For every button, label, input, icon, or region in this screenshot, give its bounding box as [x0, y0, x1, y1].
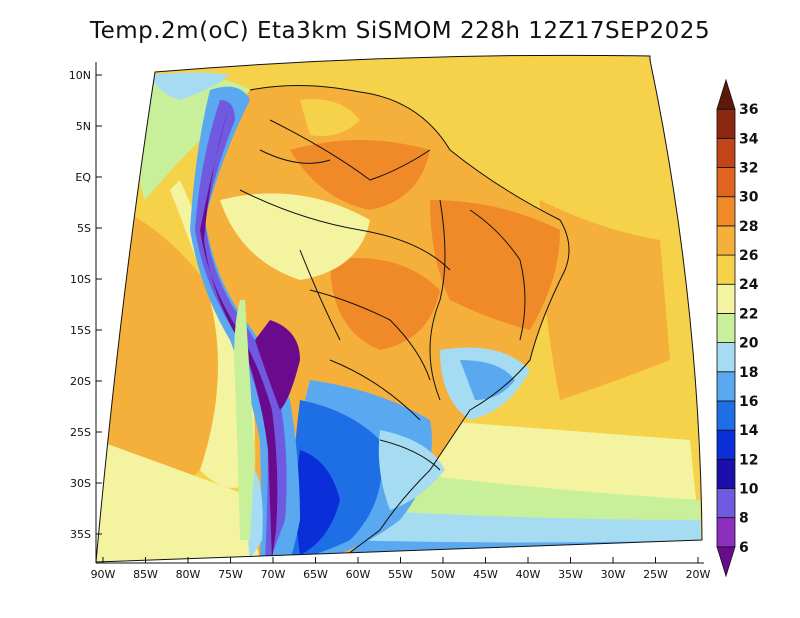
map-title: Temp.2m(oC) Eta3km SiSMOM 228h 12Z17SEP2… — [89, 18, 711, 44]
colorbar-label: 22 — [739, 306, 758, 322]
colorbar-segment — [716, 429, 736, 460]
colorbar-segment — [716, 458, 736, 489]
lon-label: 75W — [218, 568, 243, 581]
colorbar-label: 14 — [739, 423, 759, 439]
colorbar-segment — [716, 342, 736, 373]
colorbar-segment — [716, 400, 736, 431]
lat-label: 10S — [70, 273, 91, 286]
map-field — [96, 55, 702, 562]
lon-label: 35W — [558, 568, 583, 581]
colorbar-segment — [716, 137, 736, 168]
lon-label: 65W — [303, 568, 328, 581]
latitude-axis: 10N 5N EQ 5S 10S 15S 20S 25S 30S 35S — [69, 69, 102, 541]
lon-label: 50W — [431, 568, 456, 581]
colorbar-segment — [716, 78, 736, 110]
lon-label: 85W — [133, 568, 158, 581]
colorbar-label: 32 — [739, 161, 758, 177]
lat-label: 25S — [70, 426, 91, 439]
lat-label: 35S — [70, 528, 91, 541]
colorbar-segment — [716, 167, 736, 198]
colorbar-segment — [716, 546, 736, 578]
colorbar-label: 10 — [739, 481, 759, 497]
colorbar-label: 12 — [739, 452, 758, 468]
lat-label: 5N — [76, 120, 91, 133]
colorbar-segment — [716, 108, 736, 139]
colorbar-segment — [716, 283, 736, 314]
lon-label: 30W — [601, 568, 626, 581]
colorbar-label: 20 — [739, 336, 759, 352]
lon-label: 80W — [176, 568, 201, 581]
colorbar-label: 24 — [739, 277, 759, 293]
colorbar-label: 30 — [739, 190, 759, 206]
colorbar: 6 8 10 12 14 16 18 20 22 24 26 28 30 32 34 36 — [716, 78, 759, 578]
colorbar-segment — [716, 196, 736, 227]
lon-label: 20W — [686, 568, 711, 581]
colorbar-segment — [716, 488, 736, 519]
colorbar-label: 18 — [739, 365, 758, 381]
lon-label: 60W — [346, 568, 371, 581]
colorbar-label: 26 — [739, 248, 758, 264]
colorbar-label: 34 — [739, 131, 759, 147]
longitude-axis: 90W 85W 80W 75W 70W 65W 60W 55W 50W 45W 40W 35W 30W 2… — [91, 557, 711, 581]
colorbar-label: 6 — [739, 540, 749, 556]
colorbar-segment — [716, 371, 736, 402]
colorbar-label: 36 — [739, 102, 758, 118]
lon-label: 70W — [261, 568, 286, 581]
lat-label: 20S — [70, 375, 91, 388]
colorbar-label: 8 — [739, 511, 749, 527]
lon-label: 90W — [91, 568, 116, 581]
colorbar-label: 16 — [739, 394, 758, 410]
lat-label: 15S — [70, 324, 91, 337]
colorbar-segment — [716, 254, 736, 285]
colorbar-segment — [716, 517, 736, 548]
lat-label: 30S — [70, 477, 91, 490]
lat-label: 5S — [77, 222, 91, 235]
lon-label: 45W — [473, 568, 498, 581]
lon-label: 55W — [388, 568, 413, 581]
colorbar-label: 28 — [739, 219, 758, 235]
colorbar-segment — [716, 225, 736, 256]
lon-label: 40W — [516, 568, 541, 581]
lon-label: 25W — [643, 568, 668, 581]
colorbar-segment — [716, 313, 736, 343]
lat-label: 10N — [69, 69, 91, 82]
lat-label: EQ — [75, 171, 91, 184]
